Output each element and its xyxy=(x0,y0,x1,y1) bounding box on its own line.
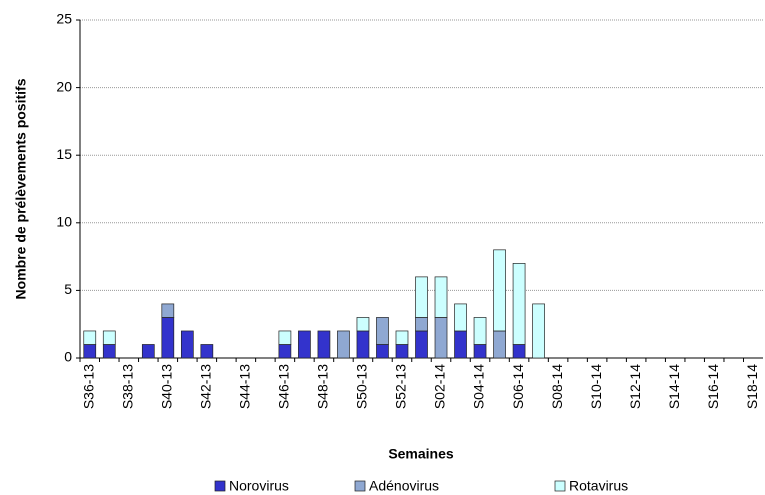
x-tick-label: S46-13 xyxy=(276,364,292,409)
bar-segment xyxy=(395,330,409,345)
bar-segment xyxy=(454,303,467,332)
bar-segment xyxy=(356,330,370,359)
bar-segment xyxy=(512,263,526,345)
bar-segment xyxy=(395,344,409,359)
bar-segment xyxy=(356,317,370,332)
bar-segment xyxy=(415,330,428,359)
x-tick-label: S14-14 xyxy=(666,364,682,409)
bar-segment xyxy=(83,330,97,345)
bar-segment xyxy=(102,344,116,359)
bar-segment xyxy=(532,303,545,359)
x-tick-label: S06-14 xyxy=(510,364,526,409)
bar-segment xyxy=(376,344,389,359)
bar-segment xyxy=(141,344,155,359)
x-tick-label: S44-13 xyxy=(237,364,253,409)
x-tick-label: S10-14 xyxy=(588,364,604,409)
bar-segment xyxy=(180,330,194,359)
bar-segment xyxy=(161,303,175,318)
bar-segment xyxy=(454,330,467,359)
x-tick-label: S02-14 xyxy=(432,364,448,409)
bar-segment xyxy=(473,344,487,359)
bar-segment xyxy=(83,344,97,359)
legend-swatch xyxy=(354,480,366,492)
bar-segment xyxy=(434,317,448,359)
bar-segment xyxy=(512,344,526,359)
bar-segment xyxy=(298,330,311,359)
x-tick-label: S04-14 xyxy=(471,364,487,409)
x-tick-label: S08-14 xyxy=(549,364,565,409)
bar-segment xyxy=(161,317,175,359)
bar-segment xyxy=(278,344,292,359)
bar-segment xyxy=(376,317,389,345)
bar-segment xyxy=(337,330,350,359)
x-tick-label: S48-13 xyxy=(315,364,331,409)
x-tick-label: S52-13 xyxy=(393,364,409,409)
bar-segment xyxy=(317,330,331,359)
x-axis-title: Semaines xyxy=(388,446,454,462)
x-tick-label: S50-13 xyxy=(354,364,370,409)
y-tick-label: 10 xyxy=(56,214,72,230)
x-tick-label: S42-13 xyxy=(198,364,214,409)
legend-label: Rotavirus xyxy=(569,478,628,494)
bar-segment xyxy=(434,276,448,318)
x-tick-label: S38-13 xyxy=(119,364,135,409)
x-tick-label: S16-14 xyxy=(705,364,721,409)
y-tick-label: 25 xyxy=(56,11,72,27)
bar-segment xyxy=(473,317,487,345)
bar-segment xyxy=(200,344,214,359)
bar-segment xyxy=(102,330,116,345)
legend-label: Norovirus xyxy=(229,478,289,494)
y-tick-label: 0 xyxy=(64,349,72,365)
bar-segment xyxy=(415,276,428,318)
y-axis-title: Nombre de prélèvements positifs xyxy=(13,78,29,299)
bar-segment xyxy=(493,249,506,332)
x-tick-label: S18-14 xyxy=(744,364,760,409)
y-tick-label: 15 xyxy=(56,146,72,162)
x-tick-label: S36-13 xyxy=(80,364,96,409)
x-tick-label: S12-14 xyxy=(627,364,643,409)
bar-segment xyxy=(278,330,292,345)
bar-segment xyxy=(493,330,506,359)
x-tick-label: S40-13 xyxy=(159,364,175,409)
legend-label: Adénovirus xyxy=(369,478,439,494)
legend-swatch xyxy=(554,480,566,492)
legend-swatch xyxy=(214,480,226,492)
y-tick-label: 20 xyxy=(56,78,72,94)
bar-segment xyxy=(415,317,428,332)
y-tick-label: 5 xyxy=(64,281,72,297)
